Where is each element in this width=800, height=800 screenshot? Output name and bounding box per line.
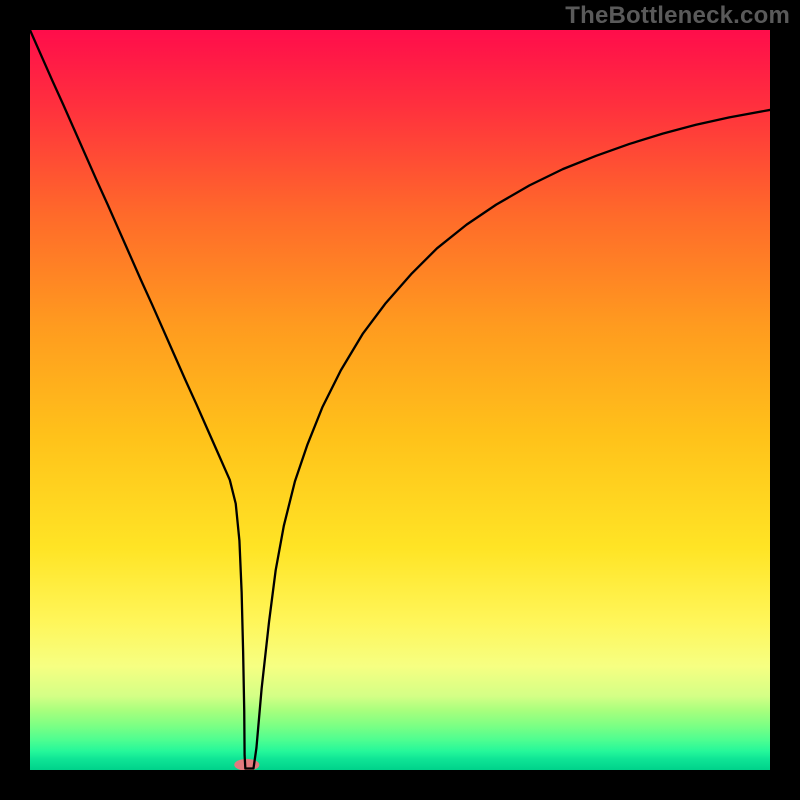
chart-frame: TheBottleneck.com [0, 0, 800, 800]
gradient-background [30, 30, 770, 770]
watermark-text: TheBottleneck.com [565, 2, 790, 30]
chart-svg [30, 30, 770, 770]
plot-area [30, 30, 770, 770]
